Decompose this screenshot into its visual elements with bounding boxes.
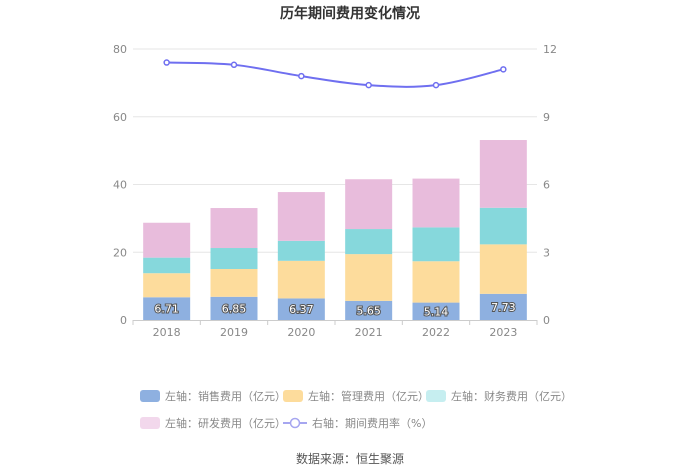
left-axis-ticks: 0 20 40 60 80: [113, 43, 127, 327]
legend-rnd[interactable]: 左轴：研发费用（亿元）: [140, 415, 286, 431]
x-axis-tick-label: 2019: [220, 326, 248, 339]
legend-rate[interactable]: 右轴：期间费用率（%）: [283, 415, 432, 431]
right-axis-tick-label: 9: [543, 111, 550, 124]
rate-point: [432, 81, 440, 89]
bar-sales-2023: [479, 293, 527, 320]
left-axis-tick-label: 80: [113, 43, 127, 56]
legend-rnd-label: 左轴：研发费用（亿元）: [165, 417, 286, 430]
bar-data-label: 5.65: [356, 304, 381, 317]
x-axis-tick-label: 2022: [422, 326, 450, 339]
bar-rnd-2022: [412, 178, 460, 228]
legend-rate-label: 右轴：期间费用率（%）: [312, 417, 433, 430]
left-axis-tick-label: 40: [113, 179, 127, 192]
bar-finance-2023: [479, 207, 527, 245]
x-axis-tick-label: 2023: [489, 326, 517, 339]
legend-rnd-swatch: [140, 417, 160, 429]
bar-rnd-2023: [479, 140, 527, 208]
bar-data-label: 6.85: [222, 302, 247, 315]
legend-sales-label: 左轴：销售费用（亿元）: [165, 390, 286, 403]
right-axis-ticks: 0 3 6 9 12: [543, 43, 557, 327]
right-axis-tick-label: 6: [543, 179, 550, 192]
legend-finance-label: 左轴：财务费用（亿元）: [451, 390, 572, 403]
legend-finance[interactable]: 左轴：财务费用（亿元）: [426, 388, 580, 404]
bar-finance-2022: [412, 227, 460, 262]
gridlines: [133, 48, 537, 253]
bar-admin-2019: [210, 269, 258, 297]
x-axis-tick-label: 2018: [153, 326, 181, 339]
bar-rnd-2019: [210, 208, 258, 249]
legend-rate-marker-icon: [283, 417, 307, 429]
legend-finance-swatch: [426, 390, 446, 402]
bar-admin-2020: [277, 260, 325, 299]
bar-data-label: 6.71: [154, 303, 179, 316]
bar-admin-2023: [479, 244, 527, 294]
bar-finance-2018: [143, 257, 191, 274]
rate-point: [365, 81, 372, 89]
bar-finance-2020: [277, 240, 325, 261]
bar-series: [143, 140, 527, 320]
bar-rnd-2018: [143, 222, 191, 258]
bar-data-label: 7.73: [491, 301, 516, 314]
right-axis-tick-label: 3: [543, 246, 550, 259]
bar-rnd-2021: [345, 179, 393, 230]
bar-sales-2020: [277, 298, 325, 320]
bar-finance-2019: [210, 248, 258, 270]
legend-admin-swatch: [283, 390, 303, 402]
data-source: 数据来源：恒生聚源: [295, 452, 404, 466]
legend-sales-swatch: [140, 390, 160, 402]
legend-sales[interactable]: 左轴：销售费用（亿元）: [140, 388, 286, 404]
rate-line: [166, 61, 504, 88]
left-axis-tick-label: 20: [113, 246, 127, 259]
bar-sales-2019: [210, 296, 258, 320]
legend-admin[interactable]: 左轴：管理费用（亿元）: [283, 388, 429, 404]
rate-point: [298, 72, 305, 80]
bar-data-label: 5.14: [424, 305, 449, 318]
legend: 左轴：销售费用（亿元） 左轴：管理费用（亿元） 左轴：财务费用（亿元） 左轴：研…: [140, 388, 580, 431]
rate-point: [500, 66, 507, 73]
bar-data-labels: 6.71 6.85 6.37 5.65 5.14 7.73: [153, 300, 516, 319]
x-axis: 2018 2019 2020 2021 2022 2023: [132, 320, 538, 339]
bar-admin-2021: [345, 254, 393, 301]
bar-admin-2022: [412, 261, 460, 303]
bar-sales-2022: [412, 302, 460, 320]
bar-rnd-2020: [277, 192, 325, 241]
bar-data-label: 6.37: [289, 303, 314, 316]
right-axis-tick-label: 0: [543, 314, 550, 327]
bar-sales-2018: [143, 297, 191, 320]
rate-line-series: [163, 59, 507, 89]
chart-title: 历年期间费用变化情况: [280, 6, 420, 22]
rate-point: [163, 59, 170, 66]
x-axis-tick-label: 2020: [287, 326, 315, 339]
right-axis-tick-label: 12: [543, 43, 557, 56]
bar-sales-2021: [345, 300, 393, 320]
bar-finance-2021: [345, 229, 393, 255]
legend-admin-label: 左轴：管理费用（亿元）: [308, 390, 429, 403]
bar-admin-2018: [143, 273, 191, 298]
chart-area: 0 20 40 60 80 0 3 6 9 12 6.71 6.85 6.37 5.65 5.14 7.7…: [113, 43, 557, 339]
left-axis-tick-label: 60: [113, 111, 127, 124]
left-axis-tick-label: 0: [120, 314, 127, 327]
rate-point: [230, 61, 238, 69]
x-axis-tick-label: 2021: [355, 326, 383, 339]
